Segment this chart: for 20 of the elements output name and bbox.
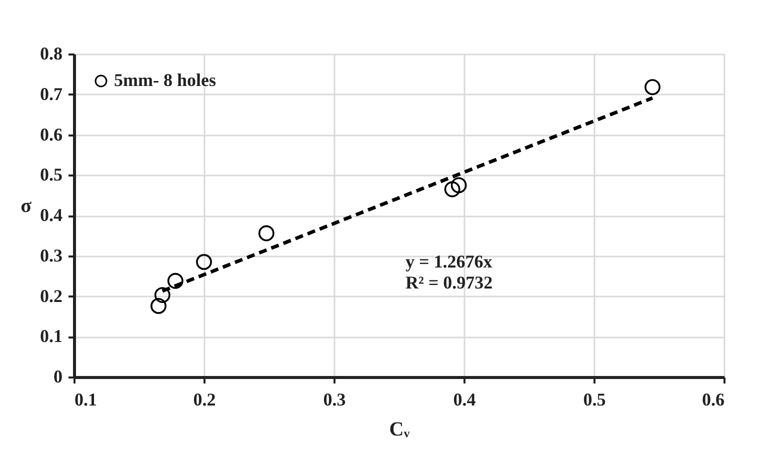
y-tick-label: 0.8 <box>40 44 62 64</box>
x-tick-label: 0.5 <box>583 390 606 410</box>
x-tick-label: 0.3 <box>323 390 346 410</box>
annotation: R² = 0.9732 <box>406 272 493 292</box>
annotation: y = 1.2676x <box>406 251 492 272</box>
x-tick-label: 0.6 <box>702 390 724 410</box>
y-tick-label: 0.4 <box>40 205 62 225</box>
y-tick-label: 0.5 <box>40 164 62 185</box>
x-axis-title: Cᵥ <box>389 418 410 440</box>
y-axis-title: σ <box>20 195 32 217</box>
x-tick-label: 0.1 <box>74 390 97 410</box>
y-tick-label: 0.2 <box>40 286 62 306</box>
x-tick-label: 0.2 <box>193 390 216 410</box>
y-tick-label: 0.6 <box>40 124 62 144</box>
y-tick-label: 0.1 <box>40 326 62 346</box>
legend-label: 5mm- 8 holes <box>114 70 216 90</box>
y-tick-label: 0.7 <box>40 84 62 104</box>
y-tick-label: 0.3 <box>40 245 62 266</box>
y-tick-label: 0 <box>54 366 62 386</box>
x-tick-label: 0.4 <box>453 390 476 410</box>
